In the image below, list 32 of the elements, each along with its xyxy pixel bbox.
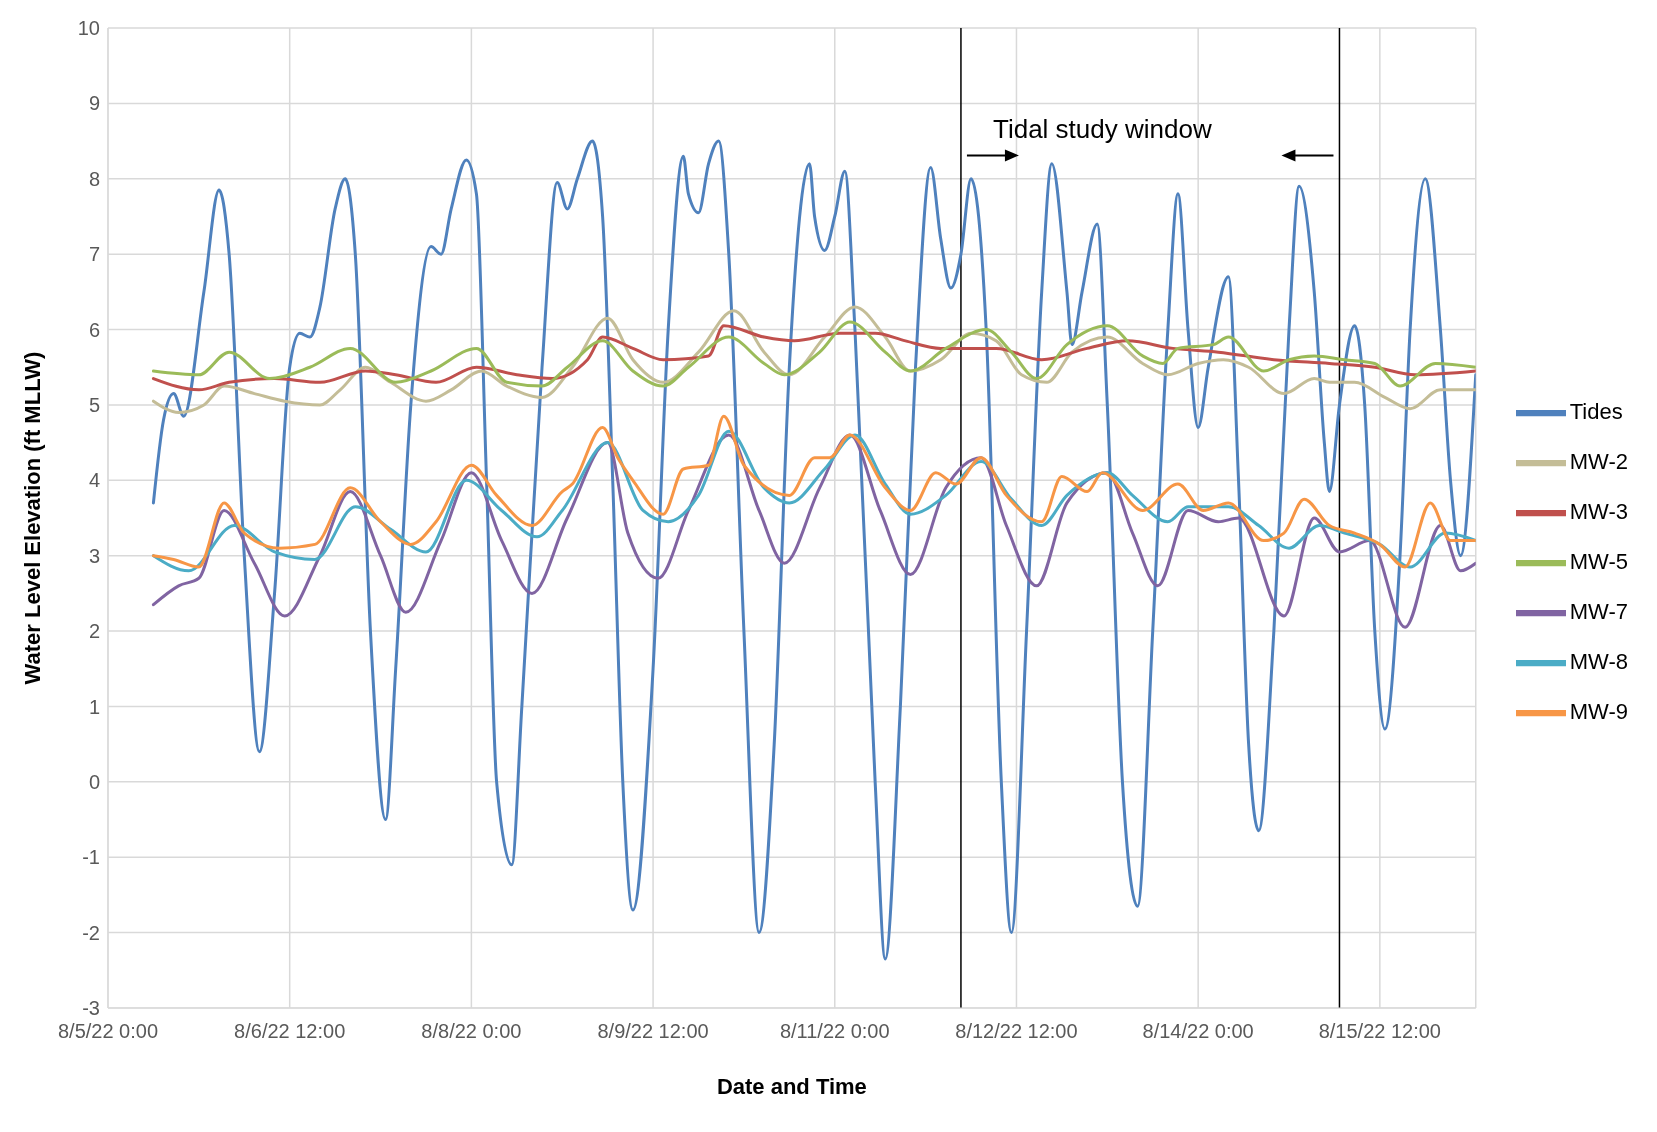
y-tick-label: 6 <box>88 318 100 341</box>
y-tick-label: 2 <box>88 620 100 643</box>
x-tick-label: 8/15/22 12:00 <box>1318 1020 1442 1043</box>
y-tick-label: 4 <box>88 469 100 492</box>
x-tick-label: 8/6/22 12:00 <box>234 1020 346 1043</box>
x-tick-label: 8/14/22 0:00 <box>1142 1020 1254 1043</box>
y-tick-label: 3 <box>88 544 100 567</box>
y-axis-title: Water Level Elevation (ft MLLW) <box>20 351 45 685</box>
y-tick-label: 7 <box>88 243 100 266</box>
legend-label: MW-8 <box>1569 648 1628 674</box>
y-tick-label: -1 <box>82 846 100 869</box>
legend-label: MW-7 <box>1569 598 1628 624</box>
annotation: Tidal study window <box>993 114 1212 145</box>
y-tick-label: -3 <box>82 997 100 1020</box>
legend-label: MW-9 <box>1569 698 1628 724</box>
y-tick-label: 9 <box>88 92 100 115</box>
y-tick-label: 10 <box>77 17 100 40</box>
legend-label: Tides <box>1569 398 1623 424</box>
y-tick-label: -2 <box>82 921 100 944</box>
y-tick-label: 5 <box>88 394 100 417</box>
x-tick-label: 8/9/22 12:00 <box>597 1020 709 1043</box>
legend-label: MW-5 <box>1569 548 1628 574</box>
x-tick-label: 8/12/22 12:00 <box>955 1020 1078 1043</box>
x-axis-title: Date and Time <box>716 1074 867 1099</box>
x-tick-label: 8/5/22 0:00 <box>57 1020 159 1043</box>
x-tick-label: 8/11/22 0:00 <box>779 1020 890 1043</box>
y-tick-label: 8 <box>88 167 100 190</box>
legend-label: MW-2 <box>1569 448 1628 474</box>
legend-label: MW-3 <box>1569 498 1628 524</box>
y-tick-label: 1 <box>88 695 100 718</box>
y-tick-label: 0 <box>88 770 100 793</box>
x-tick-label: 8/8/22 0:00 <box>421 1020 522 1043</box>
